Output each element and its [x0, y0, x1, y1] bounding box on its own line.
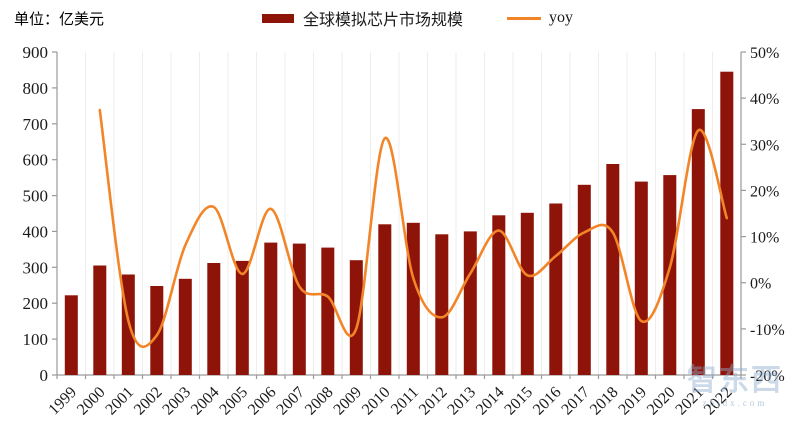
x-axis-label-2011: 2011 [388, 384, 422, 418]
right-axis-tick-label-30%: 30% [750, 137, 779, 154]
axis-unit-label: 单位：亿美元 [14, 12, 105, 28]
bar-2009 [349, 260, 363, 375]
left-axis-tick-label-500: 500 [23, 187, 49, 206]
bars-group [64, 71, 734, 375]
x-axis-label-2007: 2007 [273, 384, 308, 419]
yoy-line [98, 108, 729, 348]
x-axis-label-2010: 2010 [359, 384, 394, 419]
right-axis-tick-label-40%: 40% [750, 91, 779, 108]
x-axis-label-2004: 2004 [188, 384, 223, 419]
x-axis-label-1999: 1999 [45, 384, 80, 419]
bar-2021 [691, 109, 705, 375]
bar-2022 [720, 71, 734, 375]
right-axis-tick-label-50%: 50% [750, 45, 779, 62]
x-axis-label-2000: 2000 [74, 384, 109, 419]
bar-2000 [93, 265, 107, 375]
bar-2005 [235, 260, 249, 375]
x-axis-label-2022: 2022 [701, 384, 736, 419]
bar-2002 [150, 286, 164, 375]
bar-2008 [321, 247, 335, 375]
x-axis-label-2009: 2009 [330, 384, 365, 419]
x-axis-label-2019: 2019 [615, 384, 650, 419]
bar-2010 [378, 224, 392, 375]
left-axis-tick-label-200: 200 [23, 294, 49, 313]
x-axis-label-2017: 2017 [558, 384, 593, 419]
x-axis-label-2008: 2008 [302, 384, 337, 419]
left-axis-tick-label-900: 900 [23, 43, 49, 62]
bar-series-legend-label: 全球模拟芯片市场规模 [303, 12, 464, 29]
bar-2011 [406, 222, 420, 375]
x-axis-label-2003: 2003 [159, 384, 194, 419]
x-axis-label-2002: 2002 [131, 384, 166, 419]
left-axis-tick-label-400: 400 [23, 222, 49, 241]
gridline-group [85, 52, 713, 375]
x-axis-label-2018: 2018 [587, 384, 622, 419]
x-axis-label-2006: 2006 [245, 384, 280, 419]
left-axis-tick-label-100: 100 [23, 330, 49, 349]
x-axis-label-2014: 2014 [473, 384, 508, 419]
left-axis-tick-label-800: 800 [23, 79, 49, 98]
bar-2019 [634, 181, 648, 375]
bar-2012 [435, 234, 449, 375]
left-axis-tick-label-0: 0 [40, 366, 49, 385]
bar-2004 [207, 263, 221, 375]
x-axis-label-2021: 2021 [672, 384, 707, 419]
x-axis-label-2012: 2012 [416, 384, 451, 419]
bar-2020 [663, 175, 677, 375]
line-series-legend-label: yoy [549, 9, 574, 26]
x-axis-label-2016: 2016 [530, 384, 565, 419]
x-axis-label-2020: 2020 [644, 384, 679, 419]
left-axis-tick-label-700: 700 [23, 115, 49, 134]
bar-series-swatch-icon [262, 13, 294, 23]
left-axis-tick-label-600: 600 [23, 151, 49, 170]
bar-2017 [577, 184, 591, 375]
bar-2016 [549, 203, 563, 375]
right-axis-tick-label--20%: -20% [750, 368, 785, 385]
bar-2018 [606, 164, 620, 375]
right-axis-tick-label--10%: -10% [750, 322, 785, 339]
x-axis-label-2001: 2001 [102, 384, 137, 419]
x-axis-label-2005: 2005 [216, 384, 251, 419]
bar-2014 [492, 215, 506, 375]
left-axis-tick-label-300: 300 [23, 258, 49, 277]
bar-2013 [463, 231, 477, 375]
bar-2015 [520, 212, 534, 375]
x-axis-label-2015: 2015 [501, 384, 536, 419]
bar-1999 [64, 295, 78, 375]
bar-2003 [178, 278, 192, 375]
right-axis-tick-label-10%: 10% [750, 230, 779, 247]
bar-2007 [292, 243, 306, 375]
legend: 全球模拟芯片市场规模 yoy [262, 6, 573, 30]
right-axis-tick-label-0%: 0% [750, 276, 771, 293]
x-axis-label-2013: 2013 [444, 384, 479, 419]
right-axis-tick-label-20%: 20% [750, 183, 779, 200]
line-series-swatch-icon [507, 16, 542, 20]
bar-2006 [264, 242, 278, 375]
